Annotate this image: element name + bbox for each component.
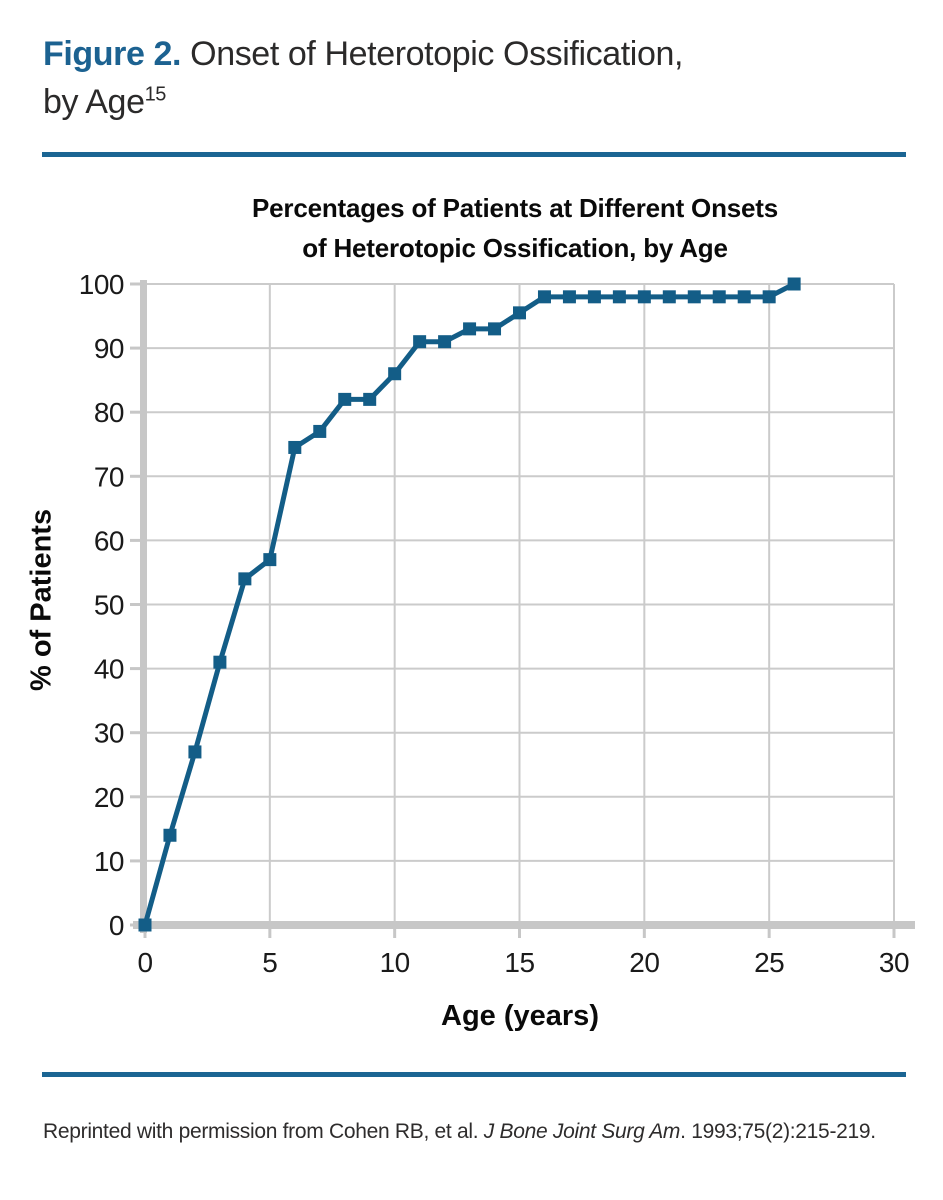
- data-point-marker: [587, 290, 601, 304]
- figure-heading: Figure 2. Onset of Heterotopic Ossificat…: [43, 30, 913, 126]
- x-axis-title: Age (years): [441, 1000, 599, 1032]
- x-tick-label: 20: [629, 947, 659, 978]
- y-tick-label: 90: [94, 333, 124, 364]
- chart-title-line1: Percentages of Patients at Different Ons…: [252, 193, 778, 223]
- data-point-marker: [737, 290, 751, 304]
- y-tick-label: 30: [94, 718, 124, 749]
- data-point-marker: [388, 367, 402, 381]
- x-tick-label: 0: [137, 947, 152, 978]
- figure-title-line2: by Age: [43, 83, 145, 121]
- figure-title-line1: Onset of Heterotopic Ossification,: [190, 35, 684, 73]
- chart-title: Percentages of Patients at Different Ons…: [100, 188, 930, 268]
- x-tick-label: 30: [879, 947, 909, 978]
- data-point-marker: [488, 322, 502, 336]
- x-tick-label: 15: [504, 947, 534, 978]
- data-point-marker: [463, 322, 477, 336]
- data-point-marker: [787, 277, 801, 291]
- citation-text-after: . 1993;75(2):215-219.: [680, 1120, 876, 1143]
- data-point-marker: [562, 290, 576, 304]
- citation-text-before: Reprinted with permission from Cohen RB,…: [43, 1120, 484, 1143]
- data-point-marker: [138, 918, 152, 932]
- bottom-divider-rule: [42, 1072, 906, 1077]
- citation-footer: Reprinted with permission from Cohen RB,…: [43, 1120, 923, 1144]
- y-tick-label: 70: [94, 461, 124, 492]
- data-point-marker: [513, 306, 526, 320]
- data-point-marker: [188, 745, 202, 759]
- x-tick-label: 5: [262, 947, 277, 978]
- data-point-marker: [612, 290, 626, 304]
- data-point-marker: [363, 392, 377, 406]
- data-point-marker: [438, 335, 452, 349]
- data-point-marker: [238, 572, 252, 586]
- data-point-marker: [687, 290, 701, 304]
- x-tick-label: 25: [754, 947, 784, 978]
- y-tick-label: 100: [79, 269, 124, 300]
- data-point-marker: [413, 335, 427, 349]
- figure-label: Figure 2.: [43, 35, 182, 73]
- chart-title-line2: of Heterotopic Ossification, by Age: [302, 233, 728, 263]
- data-point-marker: [338, 392, 352, 406]
- y-tick-label: 80: [94, 397, 124, 428]
- x-tick-label: 10: [380, 947, 410, 978]
- y-tick-label: 60: [94, 525, 124, 556]
- y-tick-label: 20: [94, 782, 124, 813]
- data-point-marker: [662, 290, 676, 304]
- y-tick-label: 0: [109, 910, 124, 941]
- y-tick-label: 40: [94, 654, 124, 685]
- data-point-marker: [263, 553, 277, 567]
- data-point-marker: [313, 424, 327, 438]
- y-tick-label: 50: [94, 590, 124, 621]
- data-point-marker: [762, 290, 776, 304]
- top-divider-rule: [42, 152, 906, 157]
- y-tick-label: 10: [94, 846, 124, 877]
- y-axis-bar: [140, 280, 147, 933]
- data-point-marker: [288, 440, 302, 454]
- data-point-marker: [637, 290, 651, 304]
- figure-title-superscript: 15: [144, 83, 167, 106]
- data-point-marker: [213, 655, 227, 669]
- data-point-marker: [163, 828, 177, 842]
- x-axis-bar: [133, 921, 915, 929]
- data-point-marker: [712, 290, 726, 304]
- line-chart-plot: 0 10 20 30 40 50 60 70 80 90 100 0 5 10 15 20 25 30: [79, 269, 915, 978]
- data-point-marker: [537, 290, 551, 304]
- citation-journal-name: J Bone Joint Surg Am: [483, 1120, 681, 1143]
